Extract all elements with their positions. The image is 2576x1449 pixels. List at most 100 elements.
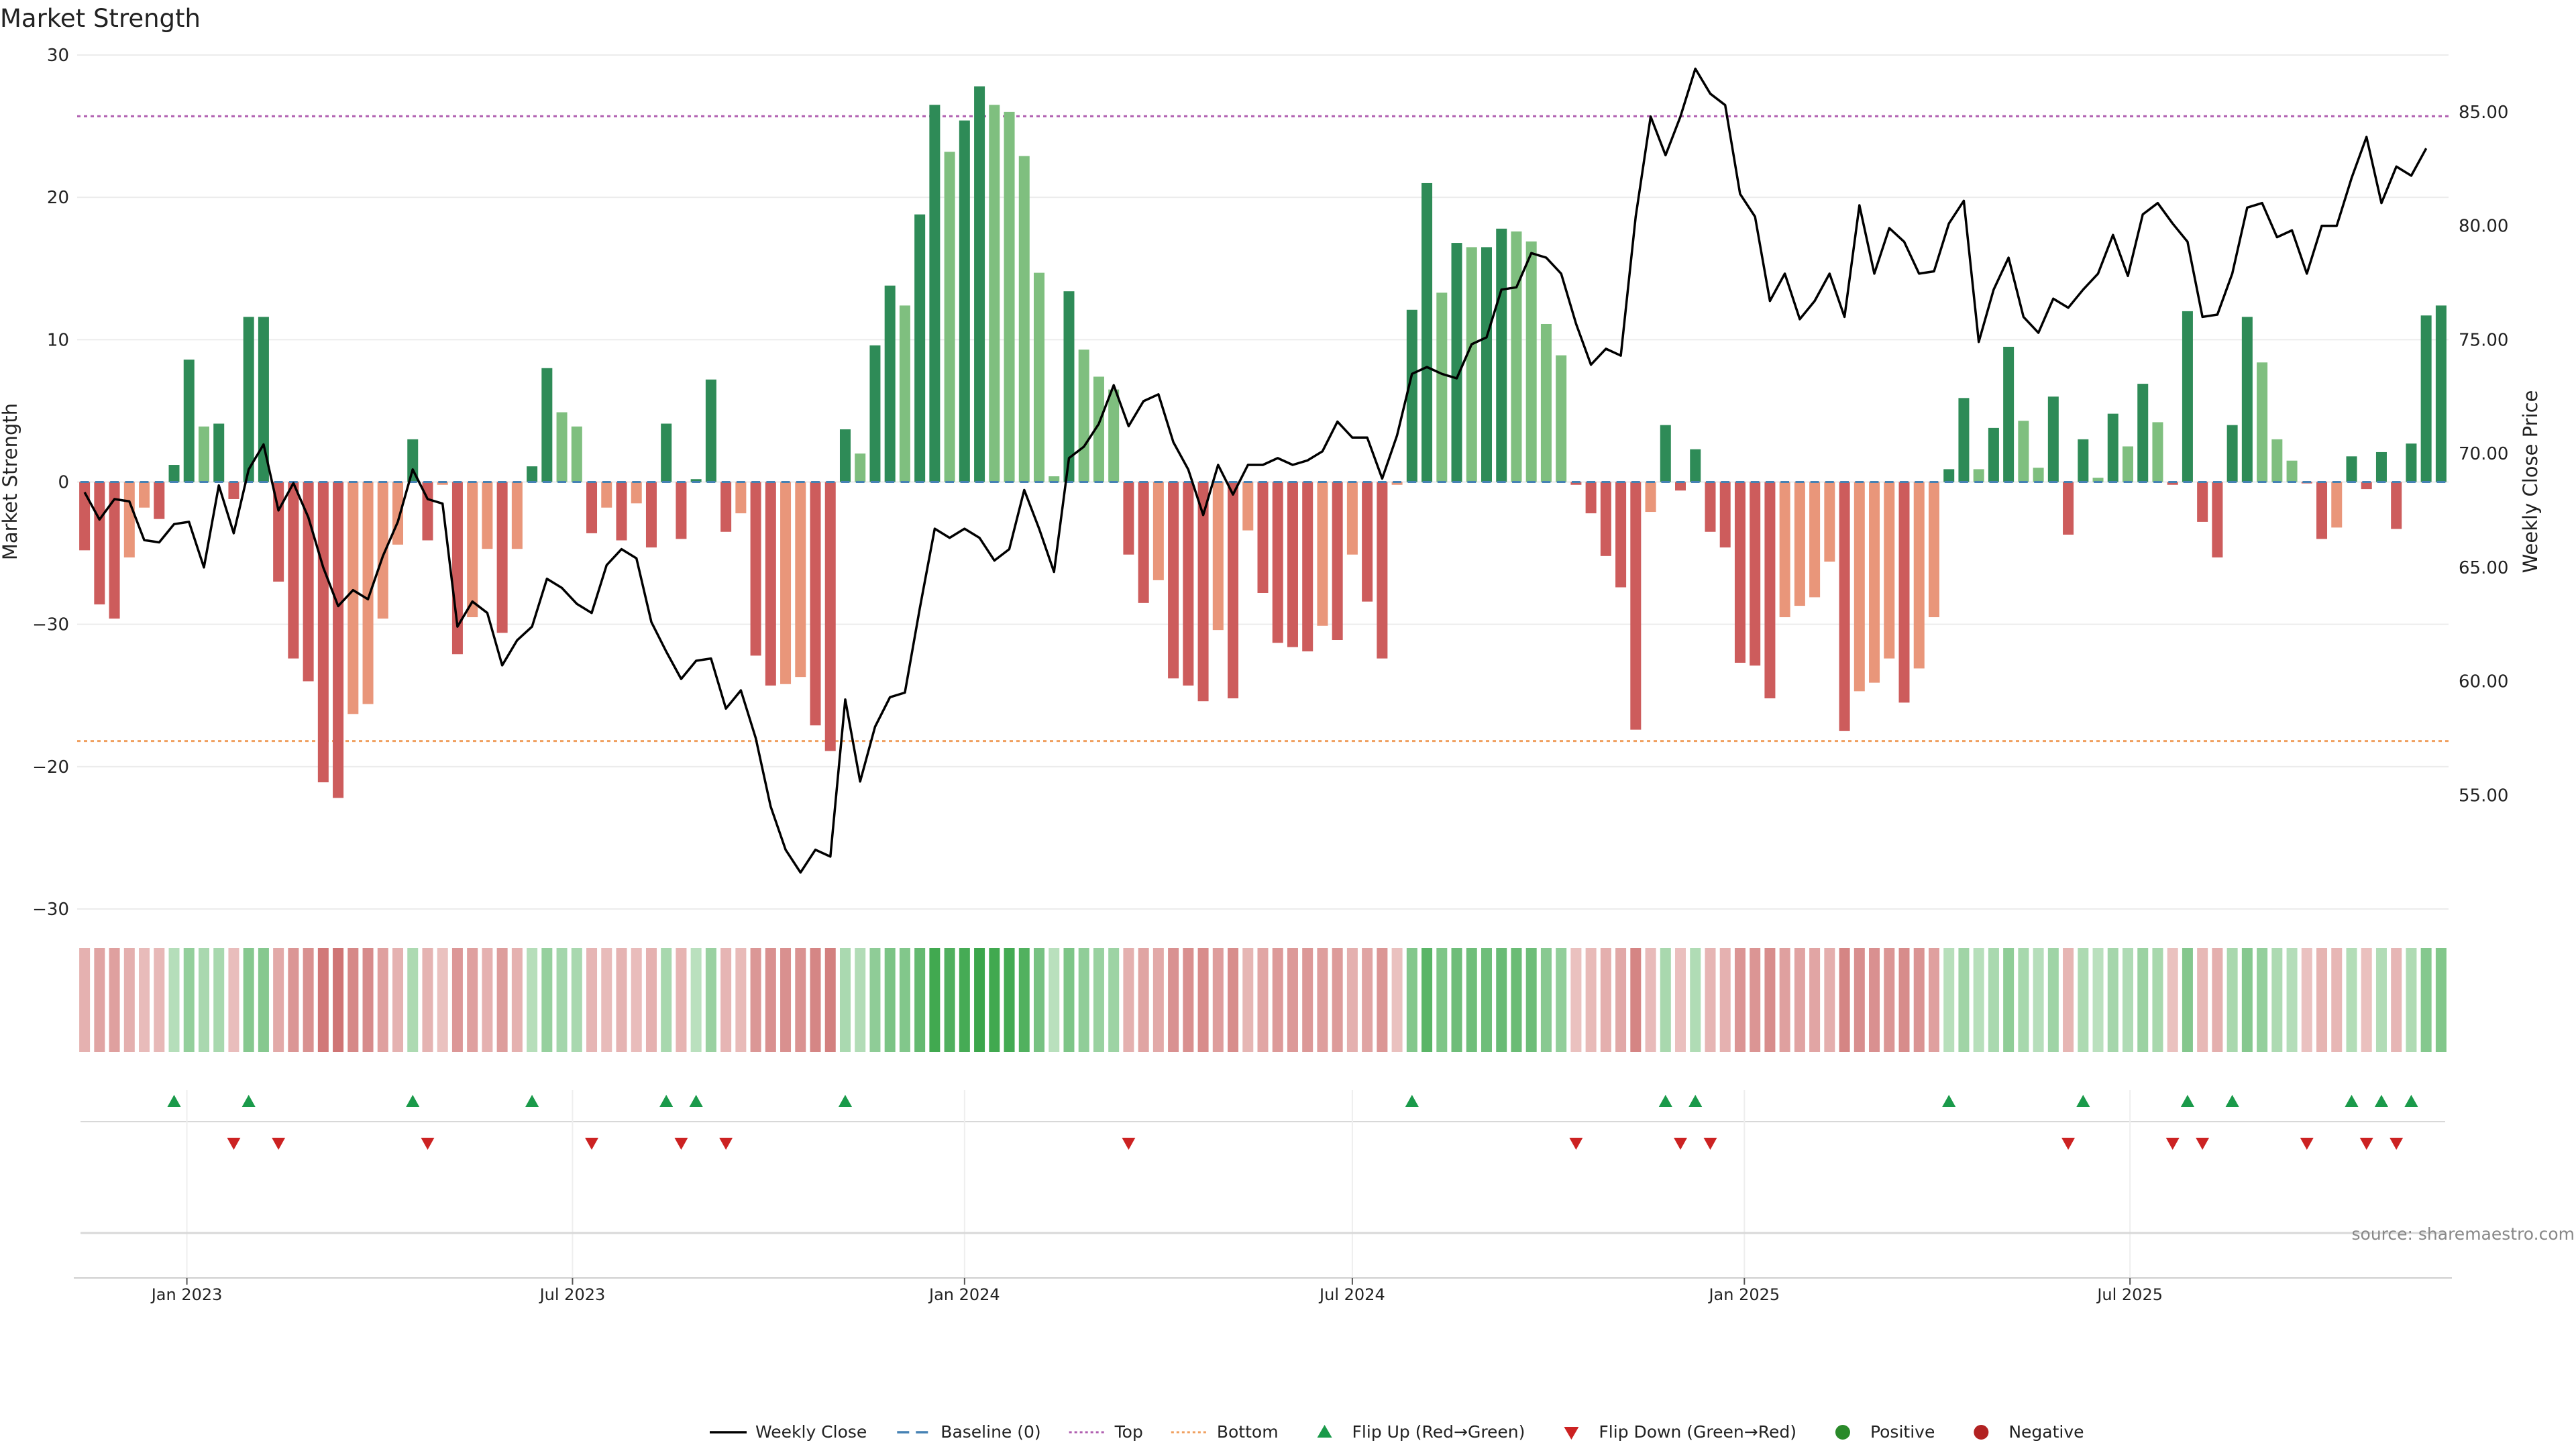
strength-bar [139,482,150,508]
strength-bar [586,482,598,533]
strength-bar [1332,482,1343,641]
flip-down-marker [719,1138,733,1150]
heat-cell [1988,948,1999,1052]
left-axis-ticks: 30 20 10 0 −30 −20 −30 [32,46,69,920]
heat-cell [645,948,657,1052]
heat-cell [2286,948,2298,1052]
strength-bar [2092,478,2104,482]
heat-cell [1004,948,1015,1052]
strength-bar [855,453,866,482]
flip-up-marker [2345,1095,2359,1107]
strength-bar [616,482,627,541]
x-tick-label: Jan 2023 [150,1285,223,1304]
legend-dot-icon [1835,1425,1850,1440]
heat-cell [884,948,896,1052]
heat-cell [1675,948,1686,1052]
strength-bar [1869,482,1880,683]
strength-bar [1750,482,1761,666]
flip-down-marker [227,1138,241,1150]
strength-bar [1988,427,1999,482]
strength-bar [496,482,508,633]
heat-cell [1272,948,1283,1052]
strength-bar [541,368,553,482]
strength-bar [1794,482,1805,606]
strength-bar [601,482,612,508]
strength-bar [288,482,299,659]
strength-bar [989,105,1000,482]
heat-cell [631,948,642,1052]
heat-cell [1869,948,1880,1052]
strength-bar [2078,439,2089,482]
strength-bar [243,317,254,482]
heat-cell [2406,948,2417,1052]
heat-cell [407,948,419,1052]
heat-cell [914,948,926,1052]
heat-cell [869,948,881,1052]
heat-cell [228,948,239,1052]
strength-bar [1705,482,1716,532]
strength-bar [94,482,105,604]
strength-bar [2271,439,2283,482]
strength-bar [899,305,910,482]
heat-cell [79,948,91,1052]
right-tick-label: 60.00 [2459,672,2508,692]
heat-cell [1854,948,1865,1052]
heat-cell [2257,948,2268,1052]
legend-triangle-down-icon [1564,1427,1579,1440]
strength-bar [451,482,463,655]
strength-bar [944,152,955,482]
strength-bar [1809,482,1821,598]
strength-bar [2047,396,2059,482]
strength-bar [1168,482,1179,679]
legend: Weekly Close Baseline (0) Top Bottom Flip Up… [710,1422,2084,1442]
strength-bar [317,482,329,783]
strength-bar [1481,247,1492,482]
heat-cell [2092,948,2104,1052]
strength-bar [1063,291,1075,482]
legend-item-baseline: Baseline (0) [897,1422,1041,1442]
strength-bar [2406,443,2417,482]
strength-bar [1317,482,1328,626]
heat-cell [2391,948,2402,1052]
strength-bar [1511,231,1522,482]
strength-bar [1287,482,1298,647]
legend-label: Flip Down (Green→Red) [1599,1422,1796,1442]
strength-bar [1645,482,1656,513]
weekly-close-line [83,67,2428,874]
heat-cell [1362,948,1373,1052]
strength-bar [735,482,747,514]
flip-down-marker [2196,1138,2210,1150]
heat-cell [243,948,254,1052]
strength-bar [1406,309,1417,482]
flip-down-marker [2390,1138,2404,1150]
strength-bar [1436,292,1448,482]
legend-label: Baseline (0) [941,1422,1040,1442]
legend-item-flip-up: Flip Up (Red→Green) [1317,1422,1525,1442]
heat-cell [1719,948,1731,1052]
strength-bar [2212,482,2223,557]
heat-cell [1764,948,1776,1052]
heat-cell [1898,948,1910,1052]
strength-bar [631,482,642,504]
strength-bar [765,482,776,686]
heat-cell [571,948,582,1052]
flip-markers [80,1090,2445,1278]
legend-item-negative: Negative [1974,1422,2084,1442]
heat-cell [1600,948,1611,1052]
heat-cell [1421,948,1433,1052]
heat-cell [1123,948,1134,1052]
lower-panel [74,1232,2452,1279]
legend-triangle-up-icon [1317,1425,1332,1438]
heat-cell [1884,948,1895,1052]
heat-cell [2271,948,2283,1052]
strength-bar [168,465,180,482]
heat-cell [1556,948,1567,1052]
strength-bar [2152,422,2163,482]
strength-bar [2257,362,2268,482]
left-tick-label: −30 [32,900,69,920]
chart-title: Market Strength [0,4,201,33]
left-tick-label: 20 [47,188,69,208]
heat-cell [2197,948,2208,1052]
heat-cell [2375,948,2387,1052]
flip-up-marker [167,1095,181,1107]
